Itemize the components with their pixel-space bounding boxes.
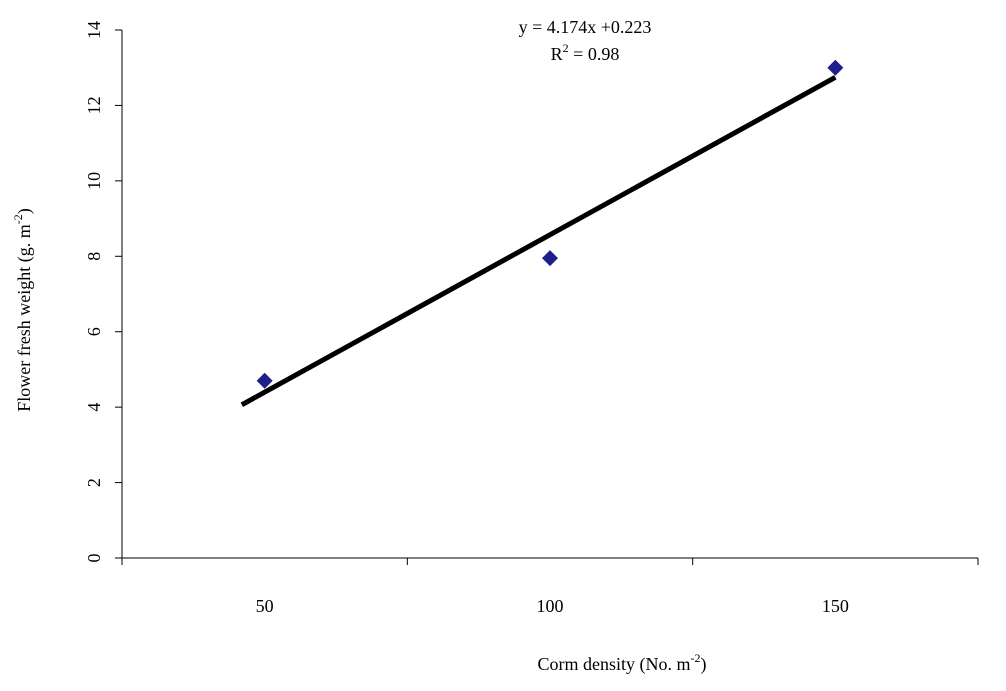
r2-sup: 2 bbox=[563, 41, 569, 55]
trendline bbox=[240, 75, 837, 407]
x-axis-title-sup: -2 bbox=[691, 651, 701, 665]
x-axis-title: Corm density (No. m-2) bbox=[538, 651, 707, 675]
data-point bbox=[827, 59, 844, 76]
axes bbox=[121, 30, 978, 559]
y-tick-label: 0 bbox=[84, 554, 104, 563]
y-tick-label: 12 bbox=[84, 96, 104, 114]
data-point bbox=[542, 250, 558, 267]
y-tick-label: 4 bbox=[84, 403, 104, 412]
y-axis-title: Flower fresh weight (g. m-2) bbox=[11, 208, 35, 411]
r2-annotation: R2 = 0.98 bbox=[551, 41, 620, 64]
r2-prefix: R bbox=[551, 44, 563, 64]
y-axis-title-sup: -2 bbox=[11, 214, 25, 224]
y-tick-label: 6 bbox=[84, 327, 104, 336]
x-tick-label: 100 bbox=[537, 596, 564, 616]
y-tick-label: 10 bbox=[84, 172, 104, 190]
y-axis-title-prefix: Flower fresh weight (g. m bbox=[14, 224, 35, 411]
y-axis-title-suffix: ) bbox=[14, 208, 35, 214]
y-tick-label: 8 bbox=[84, 252, 104, 261]
equation-annotation: y = 4.174x +0.223 bbox=[519, 17, 652, 37]
points-group bbox=[256, 59, 844, 389]
x-tick-label: 150 bbox=[822, 596, 849, 616]
x-tick-label: 50 bbox=[256, 596, 274, 616]
ticks: 0 2 4 6 8 10 12 14 50 100 150 bbox=[84, 21, 979, 616]
x-axis-title-prefix: Corm density (No. m bbox=[538, 654, 691, 675]
x-axis-title-suffix: ) bbox=[701, 654, 707, 675]
r2-value: = 0.98 bbox=[569, 44, 620, 64]
trendline-group bbox=[240, 75, 837, 407]
y-tick-label: 14 bbox=[84, 21, 104, 39]
y-tick-label: 2 bbox=[84, 478, 104, 487]
data-point bbox=[256, 372, 273, 389]
